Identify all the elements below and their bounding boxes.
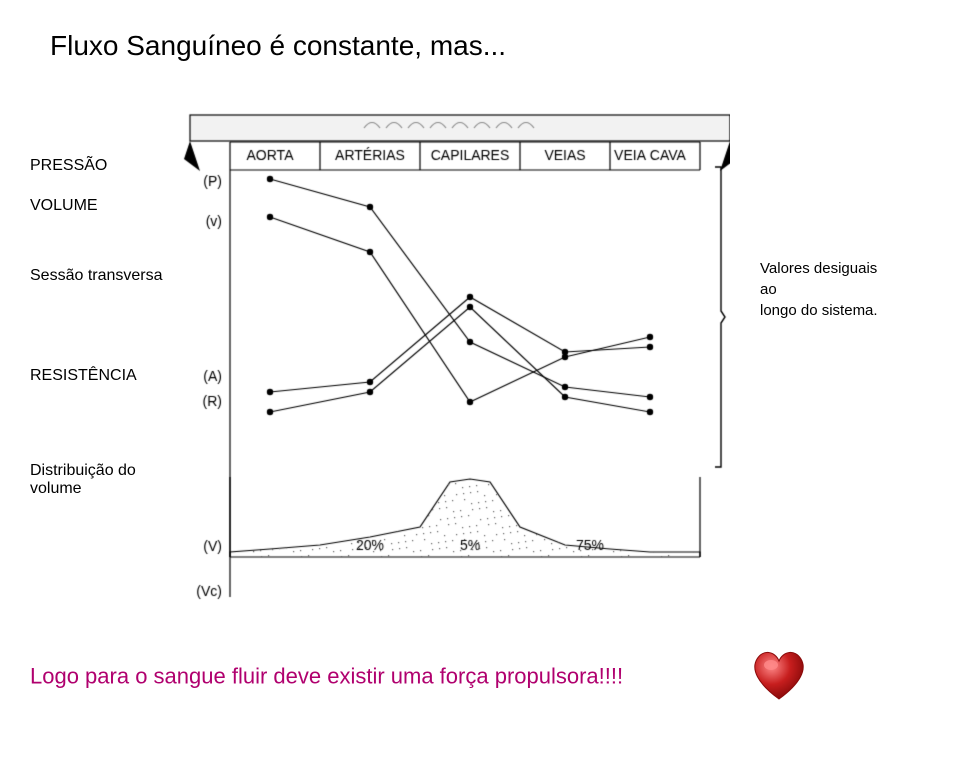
- chart-wrap: [170, 87, 730, 612]
- label-sessao: Sessão transversa: [30, 267, 170, 367]
- right-note: Valores desiguais ao longo do sistema.: [730, 87, 930, 612]
- label-distribuicao: Distribuição do volume: [30, 462, 170, 522]
- page-title: Fluxo Sanguíneo é constante, mas...: [30, 30, 930, 62]
- label-resistencia: RESISTÊNCIA: [30, 367, 170, 462]
- main-chart: [170, 87, 730, 607]
- content-row: PRESSÃO VOLUME Sessão transversa RESISTÊ…: [30, 87, 930, 612]
- left-labels: PRESSÃO VOLUME Sessão transversa RESISTÊ…: [30, 87, 170, 612]
- right-note-text: Valores desiguais ao longo do sistema.: [760, 258, 878, 321]
- label-volume: VOLUME: [30, 197, 170, 267]
- label-pressao: PRESSÃO: [30, 157, 170, 197]
- footer-text: Logo para o sangue fluir deve existir um…: [30, 647, 930, 708]
- heart-icon: [749, 647, 809, 708]
